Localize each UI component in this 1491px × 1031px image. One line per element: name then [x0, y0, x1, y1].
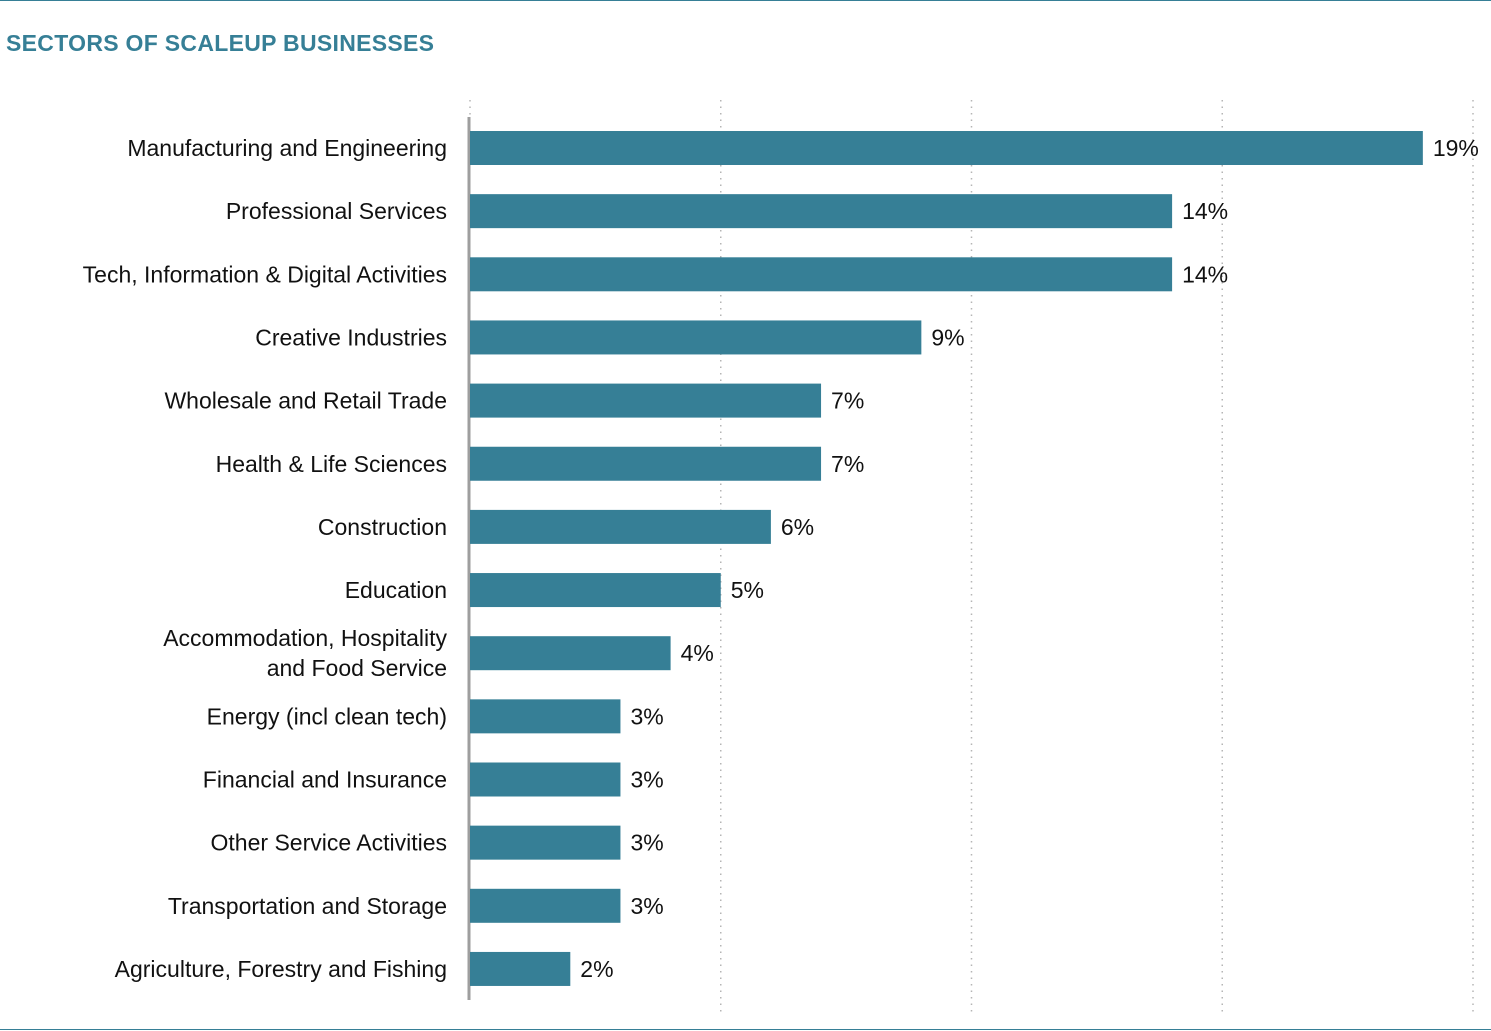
- bar: [470, 699, 621, 734]
- value-label: 3%: [630, 703, 663, 729]
- value-label: 9%: [931, 324, 964, 350]
- value-label: 6%: [781, 514, 814, 540]
- bar: [470, 636, 671, 671]
- value-label: 2%: [580, 956, 613, 982]
- bar: [470, 825, 621, 860]
- value-label: 7%: [831, 451, 864, 477]
- value-label: 14%: [1182, 198, 1228, 224]
- category-label: Other Service Activities: [211, 830, 447, 856]
- top-rule: [0, 0, 1491, 1]
- bar: [470, 383, 822, 418]
- value-label: 3%: [630, 893, 663, 919]
- value-label: 14%: [1182, 261, 1228, 287]
- value-labels: 19% 14% 14% 9% 7% 7% 6% 5% 4% 3% 3% 3% 3% 2%: [580, 135, 1479, 982]
- value-label: 3%: [630, 767, 663, 793]
- category-label: Health & Life Sciences: [216, 451, 447, 477]
- category-label: Creative Industries: [255, 324, 447, 350]
- category-label: Manufacturing and Engineering: [127, 135, 447, 161]
- value-label: 4%: [681, 640, 714, 666]
- bar: [470, 320, 922, 355]
- bar: [470, 762, 621, 797]
- value-label: 5%: [731, 577, 764, 603]
- category-label: Tech, Information & Digital Activities: [83, 261, 447, 287]
- category-label: Construction: [318, 514, 447, 540]
- value-label: 3%: [630, 830, 663, 856]
- bar: [470, 888, 621, 923]
- value-label: 19%: [1433, 135, 1479, 161]
- category-label: Education: [345, 577, 447, 603]
- bar: [470, 257, 1173, 292]
- value-label: 7%: [831, 388, 864, 414]
- gridlines: [469, 100, 1474, 1012]
- bar: [470, 446, 822, 481]
- bar: [470, 509, 771, 544]
- bars: [470, 131, 1423, 986]
- category-label: Agriculture, Forestry and Fishing: [115, 956, 447, 982]
- bar: [470, 131, 1423, 165]
- category-label: Accommodation, Hospitality and Food Servi…: [163, 625, 447, 681]
- bar: [470, 573, 721, 608]
- category-label: Transportation and Storage: [168, 893, 447, 919]
- category-labels: Manufacturing and Engineering Professiona…: [83, 135, 448, 982]
- bar: [470, 194, 1173, 229]
- bottom-rule: [0, 1029, 1491, 1030]
- chart-title: SECTORS OF SCALEUP BUSINESSES: [6, 30, 435, 56]
- category-label: Energy (incl clean tech): [207, 703, 447, 729]
- category-label: Professional Services: [226, 198, 447, 224]
- category-label: Wholesale and Retail Trade: [164, 388, 447, 414]
- category-label: Financial and Insurance: [203, 767, 447, 793]
- bar: [470, 951, 571, 986]
